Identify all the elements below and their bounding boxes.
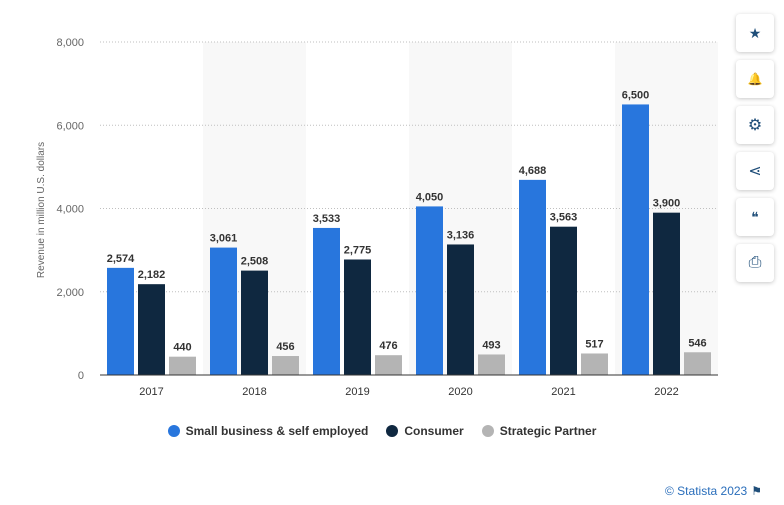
bar [138,284,165,375]
legend-label-strategic-partner: Strategic Partner [499,424,597,438]
x-tick-label: 2021 [551,386,575,398]
share-icon: ⋖ [748,163,762,180]
bell-icon: 🔔 [747,72,763,86]
legend-label-small-business: Small business & self employed [185,424,369,438]
bar [684,352,711,375]
data-label: 517 [585,338,603,350]
legend-item-consumer[interactable]: Consumer [386,424,464,438]
cite-button[interactable]: ❝ [736,198,774,236]
favorite-button[interactable]: ★ [736,14,774,52]
legend-dot-small-business [167,425,180,437]
data-label: 4,050 [416,191,444,203]
bar [210,247,237,375]
share-button[interactable]: ⋖ [736,152,774,190]
bar [478,354,505,375]
data-label: 456 [276,341,294,353]
print-button[interactable]: ⎙ [736,244,774,282]
bar [581,353,608,375]
y-tick-label: 8,000 [56,37,84,49]
bar [107,267,134,375]
x-tick-label: 2019 [345,386,369,398]
x-tick-label: 2018 [242,386,266,398]
bar [241,270,268,375]
legend-dot-strategic-partner [481,425,494,437]
x-tick-label: 2022 [654,386,678,398]
print-icon: ⎙ [748,254,762,271]
y-axis-label: Revenue in million U.S. dollars [36,142,47,278]
y-tick-label: 2,000 [56,287,84,299]
bar [447,244,474,375]
bar [169,356,196,375]
legend: Small business & self employed Consumer … [0,424,764,438]
bar [519,179,546,375]
data-label: 2,574 [107,253,135,265]
data-label: 3,136 [447,229,475,241]
bar [313,227,340,375]
data-label: 2,508 [241,256,269,268]
data-label: 493 [482,339,500,351]
bar [550,226,577,375]
bar [344,259,371,375]
y-tick-label: 4,000 [56,204,84,216]
x-tick-label: 2017 [139,386,163,398]
settings-button[interactable]: ⚙ [736,106,774,144]
quote-icon: ❝ [751,208,759,225]
data-label: 440 [173,342,191,354]
bar [622,104,649,375]
notification-button[interactable]: 🔔 [736,60,774,98]
credit-text: © Statista 2023 [665,484,748,498]
y-tick-label: 0 [78,370,84,382]
legend-dot-consumer [386,425,399,437]
data-label: 6,500 [622,89,650,101]
data-label: 3,061 [210,233,238,245]
data-label: 3,563 [550,212,578,224]
data-label: 4,688 [519,165,547,177]
star-icon: ★ [748,24,762,41]
chart-toolbar: ★ 🔔 ⚙ ⋖ ❝ ⎙ [736,14,774,282]
data-label: 476 [379,340,397,352]
data-label: 2,775 [344,244,372,256]
legend-item-small-business[interactable]: Small business & self employed [167,424,369,438]
gear-icon: ⚙ [747,117,763,134]
data-label: 546 [688,337,706,349]
bar [375,355,402,375]
data-label: 3,900 [653,198,681,210]
bar [272,356,299,375]
bar [416,206,443,375]
flag-icon: ⚑ [751,484,762,498]
legend-label-consumer: Consumer [404,424,464,438]
legend-item-strategic-partner[interactable]: Strategic Partner [481,424,597,438]
bar [653,212,680,375]
data-label: 3,533 [313,213,341,225]
y-tick-label: 6,000 [56,120,84,132]
x-tick-label: 2020 [448,386,472,398]
statista-credit[interactable]: © Statista 2023 ⚑ [665,484,762,498]
data-label: 2,182 [138,269,166,281]
